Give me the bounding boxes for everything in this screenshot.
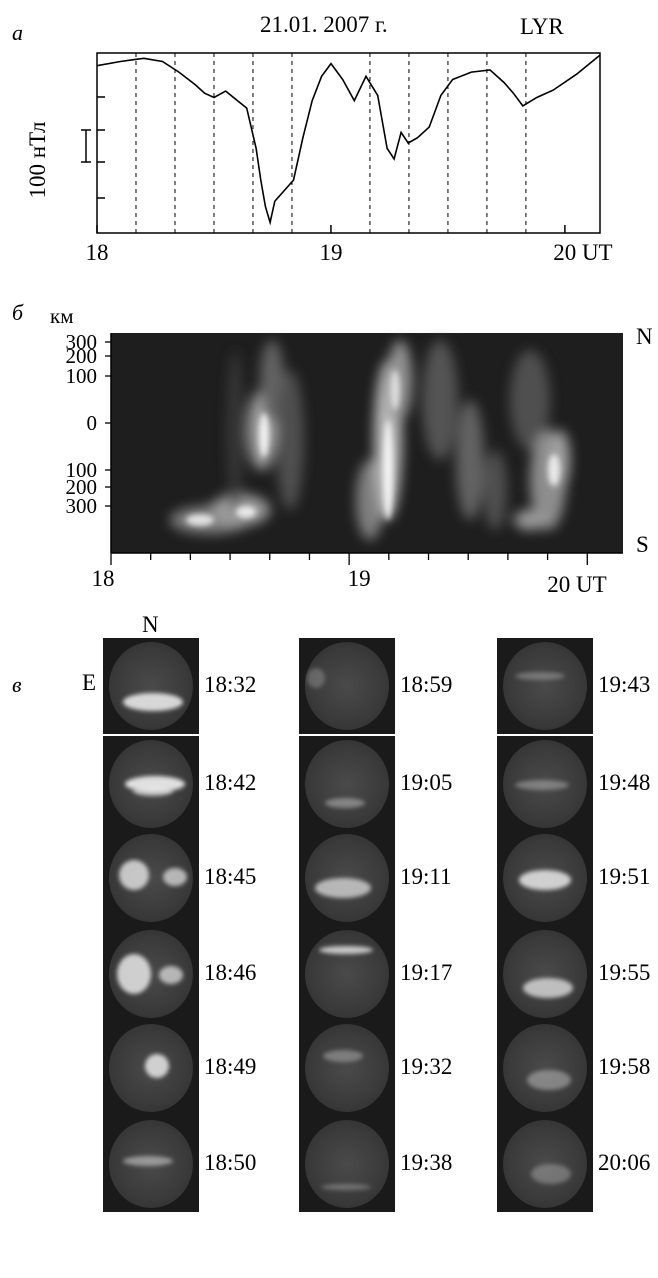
allsky-time-label: 19:38 <box>400 1150 453 1175</box>
aurora-glow <box>323 1050 363 1062</box>
allsky-disk <box>305 642 389 730</box>
allsky-image <box>497 1020 593 1116</box>
allsky-disk <box>503 930 587 1018</box>
y-label-200-n: 200 <box>66 344 98 368</box>
allsky-time-label: 18:50 <box>204 1150 257 1175</box>
allsky-time-label: 19:11 <box>400 864 452 889</box>
magnetogram-line <box>96 54 601 226</box>
aurora-glow <box>325 798 365 808</box>
aurora-glow <box>159 966 183 984</box>
keogram-aurora <box>170 340 570 540</box>
aurora-glow <box>519 870 571 890</box>
allsky-image <box>497 1116 593 1212</box>
panel-a-letter: а <box>12 20 23 45</box>
panel-c-letter: в <box>12 672 22 697</box>
allsky-image <box>103 638 199 734</box>
aurora-glow <box>307 668 325 688</box>
allsky-time-label: 19:58 <box>598 1054 651 1079</box>
y-label-100-s: 100 <box>66 458 98 482</box>
allsky-image <box>103 926 199 1022</box>
aurora-glow <box>527 1070 571 1090</box>
keogram-x-tick-20: 20 UT <box>547 572 606 597</box>
aurora-glow <box>117 954 151 994</box>
aurora-glow <box>515 780 569 790</box>
allsky-image <box>299 830 395 926</box>
panel-b-letter: б <box>12 300 24 325</box>
allsky-image <box>103 1020 199 1116</box>
aurora-glow <box>123 1156 173 1166</box>
date-label: 21.01. 2007 г. <box>260 12 388 37</box>
aurora-glow <box>531 1164 571 1184</box>
aurora-glow <box>523 978 573 998</box>
allsky-time-label: 19:43 <box>598 672 651 697</box>
allsky-disk <box>305 1024 389 1112</box>
magnetogram-chart: 18 19 20 UT <box>81 52 613 265</box>
allsky-image <box>103 1116 199 1212</box>
aurora-glow <box>315 878 371 898</box>
allsky-time-label: 19:48 <box>598 770 651 795</box>
y-label-0: 0 <box>87 411 98 435</box>
south-label: S <box>636 532 649 557</box>
keogram-x-tick-19: 19 <box>348 566 371 591</box>
aurora-glow <box>123 693 183 711</box>
aurora-glow <box>119 860 149 890</box>
allsky-image <box>299 638 395 734</box>
keogram-highlights <box>186 370 560 526</box>
x-tick-20: 20 UT <box>553 240 612 265</box>
allsky-image <box>299 1020 395 1116</box>
allsky-time-label: 19:17 <box>400 960 453 985</box>
allsky-time-label: 19:55 <box>598 960 651 985</box>
allsky-time-label: 18:42 <box>204 770 257 795</box>
allsky-east-label: E <box>82 670 97 695</box>
allsky-disk <box>503 1120 587 1208</box>
allsky-image <box>299 1116 395 1212</box>
allsky-time-label: 19:32 <box>400 1054 453 1079</box>
allsky-time-label: 18:49 <box>204 1054 257 1079</box>
allsky-disk <box>305 930 389 1018</box>
y-label-300-n: 300 <box>66 330 98 354</box>
y-label-100-n: 100 <box>66 364 98 388</box>
allsky-image <box>497 638 593 734</box>
km-label: км <box>50 304 74 328</box>
x-tick-18: 18 <box>86 240 109 265</box>
y-label-200-s: 200 <box>66 475 98 499</box>
allsky-image <box>299 926 395 1022</box>
panel-a-frame <box>96 52 601 234</box>
allsky-disk <box>305 1120 389 1208</box>
allsky-time-label: 19:51 <box>598 864 651 889</box>
allsky-disk <box>503 740 587 828</box>
keogram-x-tick-18: 18 <box>92 566 115 591</box>
allsky-image <box>497 926 593 1022</box>
allsky-image <box>103 830 199 926</box>
keogram-chart: 300 200 100 0 100 200 300 18 19 20 UT <box>66 330 623 597</box>
aurora-glow <box>319 946 373 954</box>
aurora-glow <box>145 1054 169 1078</box>
allsky-image <box>497 830 593 926</box>
allsky-image <box>103 736 199 832</box>
allsky-disk <box>503 642 587 730</box>
allsky-time-label: 18:32 <box>204 672 257 697</box>
allsky-disk <box>305 740 389 828</box>
aurora-glow <box>163 868 187 886</box>
aurora-glow <box>515 672 565 680</box>
allsky-disk <box>503 1024 587 1112</box>
allsky-time-label: 18:45 <box>204 864 257 889</box>
allsky-image <box>299 736 395 832</box>
north-label: N <box>636 324 653 349</box>
allsky-image <box>497 736 593 832</box>
allsky-disk <box>109 642 193 730</box>
allsky-time-label: 20:06 <box>598 1150 651 1175</box>
allsky-time-label: 19:05 <box>400 770 453 795</box>
allsky-north-label: N <box>142 612 159 637</box>
aurora-glow <box>133 786 173 796</box>
x-tick-19: 19 <box>319 240 342 265</box>
station-label: LYR <box>520 14 564 39</box>
allsky-time-label: 18:59 <box>400 672 453 697</box>
y-label-300-s: 300 <box>66 494 98 518</box>
aurora-glow <box>321 1184 371 1190</box>
allsky-time-label: 18:46 <box>204 960 257 985</box>
